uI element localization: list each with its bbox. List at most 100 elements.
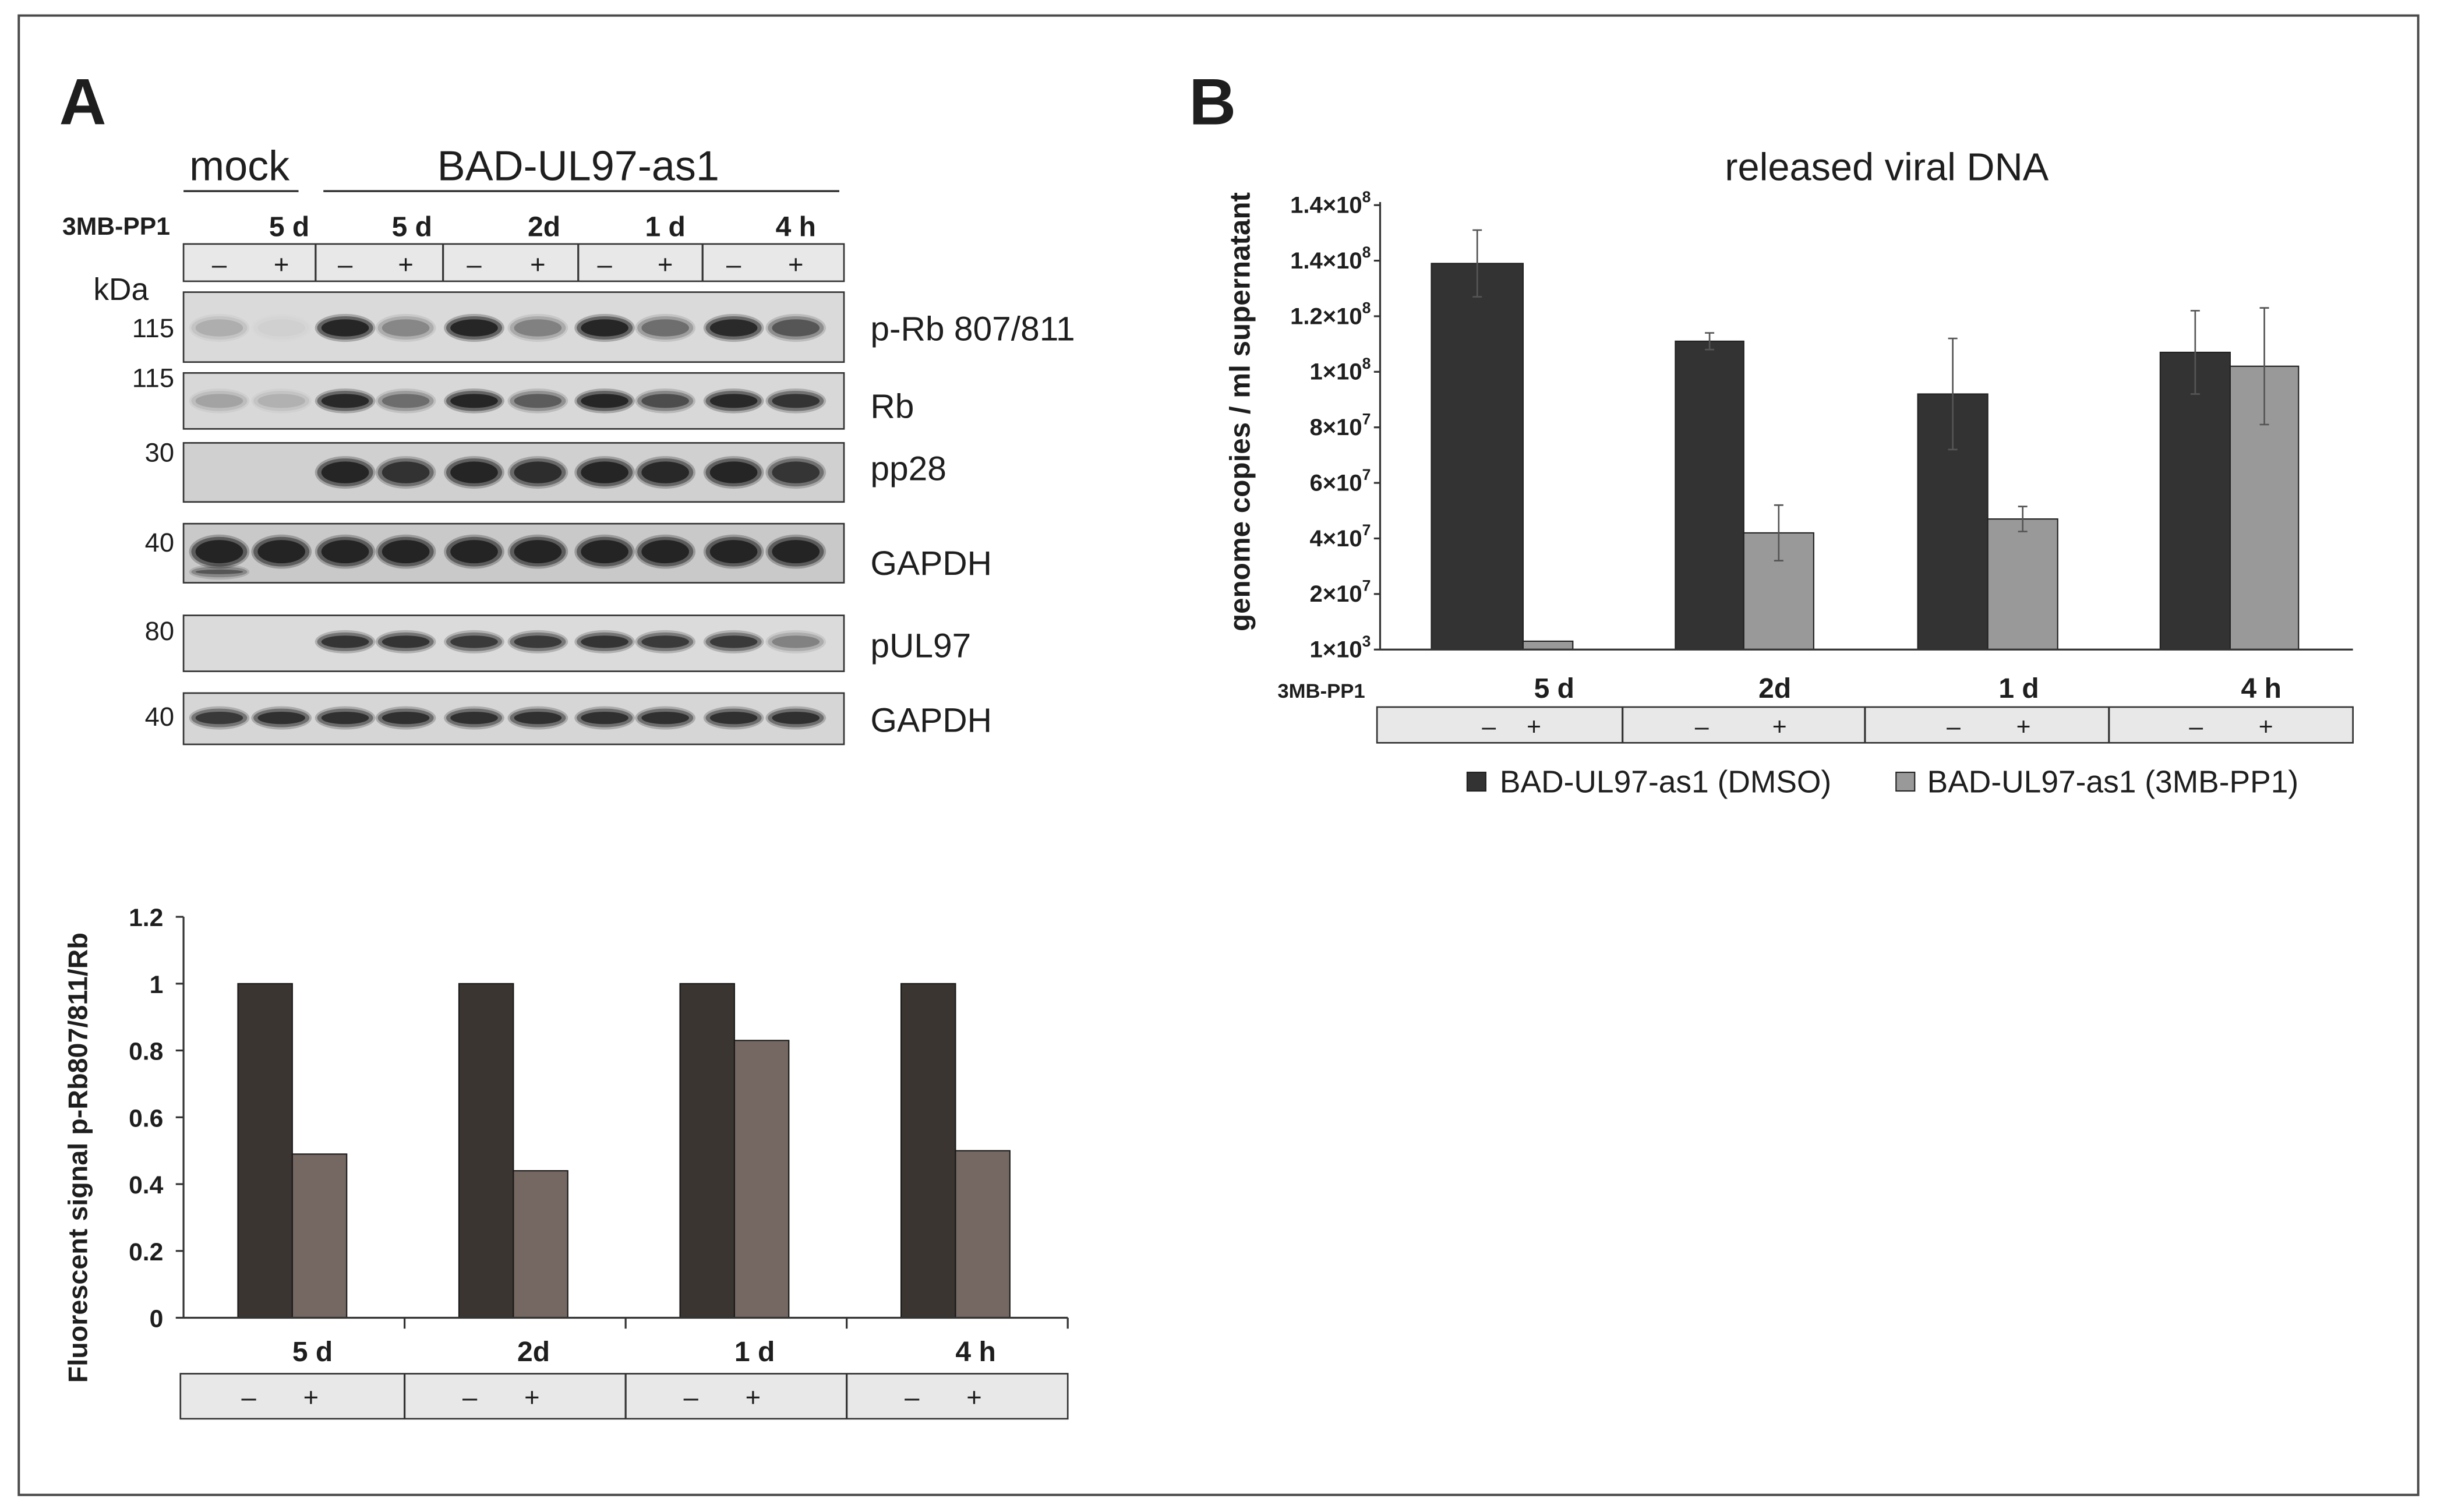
blot-band [444,534,504,569]
protein-label: pp28 [870,450,946,487]
tick-mantissa: 1×10 [1309,359,1362,385]
protein-label: Rb [870,388,914,426]
bar-2d-minus [458,983,514,1319]
tick-exponent: 3 [1362,633,1371,650]
time-label-5: 4 h [776,212,816,243]
error-bar-1-d-dmso [1948,337,1958,451]
sign-1-d-3mb-pp1: + [2016,713,2031,741]
blot-band [574,630,635,653]
blot-4-gapdh: 40 GAPDH [145,522,992,584]
blot-band [251,534,312,569]
bar-5-d-minus [237,983,293,1319]
chart-released-viral-dna: B released viral DNA genome copies / ml … [1189,65,2354,800]
bar-5-d-plus [291,1153,348,1319]
tick-exponent: 8 [1362,243,1371,261]
mock-label: mock [189,143,290,189]
blot-stack: 115 p-Rb 807/811 115 Rb 30 pp28 40 GAPDH 80 pUL97… [132,291,1075,746]
blot-band [574,534,635,569]
blot-2-rb: 115 Rb [132,363,914,430]
error-bar-2d-3mb-pp1 [1774,504,1783,561]
sign-5-d-3mb-pp1: + [1527,713,1541,741]
kda-marker: 80 [145,616,174,646]
sign-4-h-3mb-pp1: + [2259,713,2273,741]
blot-band [253,391,310,411]
blot-band [444,388,504,414]
blot-band [765,388,827,414]
tick-mantissa: 1.4×10 [1290,248,1362,274]
panel-b-label: B [1189,65,1236,138]
tick-mantissa: 8×10 [1309,415,1362,440]
bar-2d-plus [513,1170,568,1319]
treatment-label: 3MB-PP1 [1277,680,1365,702]
time-label-2: 5 d [392,212,432,243]
y-tick-label: 0.8 [129,1038,163,1066]
chart-prb-ratio: Fluorescent signal p-Rb807/811/Rb 0 0.2 0.… [63,904,1069,1420]
y-tick-label: 2×107 [1309,577,1371,607]
tick-exponent: 8 [1362,299,1371,317]
category-label-2d: 2d [1758,673,1791,704]
lane-sign-5: – [467,250,482,280]
lane-sign-4: + [398,250,413,280]
lane-sign-6: + [530,250,545,280]
legend-swatch-dmso [1466,771,1486,792]
blot-band [189,706,250,730]
blot-band [635,534,696,569]
blot-band [375,456,436,489]
category-label-4-h: 4 h [2241,673,2281,704]
y-tick-label: 1.4×108 [1290,188,1371,218]
tick-mantissa: 1.4×10 [1290,193,1362,218]
panel-a-label: A [59,65,107,138]
lane-sign-3: – [338,250,353,280]
sign-4-h-plus: + [966,1383,981,1412]
blot-band [444,456,504,489]
time-label-1: 5 d [269,212,309,243]
protein-label: pUL97 [870,627,971,665]
tick-mantissa: 1×10 [1309,637,1362,663]
blot-band [703,388,764,414]
sign-1-d-minus: – [684,1383,699,1412]
blot-band [315,313,376,342]
sign-2d-minus: – [462,1383,478,1412]
legend-label-3mb-pp1: BAD-UL97-as1 (3MB-PP1) [1927,765,2299,800]
protein-label: p-Rb 807/811 [870,310,1075,348]
y-tick-label: 6×107 [1309,466,1371,496]
protein-label: GAPDH [870,545,992,582]
category-label-5-d: 5 d [292,1337,333,1368]
y-tick-label: 1×108 [1309,355,1371,385]
blot-band [507,630,568,653]
lane-sign-1: – [212,250,227,280]
blot-band [507,388,568,414]
blot-band [765,630,827,653]
sign-2d-dmso: – [1695,713,1709,741]
blot-band [635,388,696,414]
bar-4-h-dmso [2159,351,2231,651]
tick-exponent: 7 [1362,577,1371,595]
blot-header: mock BAD-UL97-as1 3MB-PP1 kDa 5 d 5 d 2d 1 … [62,143,845,307]
blot-band [375,630,436,653]
error-bar-1-d-3mb-pp1 [2018,506,2028,532]
protein-label: GAPDH [870,702,992,740]
blot-band [189,313,250,342]
treatment-label: 3MB-PP1 [62,213,170,241]
y-tick-label: 1.4×108 [1290,243,1371,274]
blot-band [574,706,635,730]
blot-band [315,630,376,653]
lane-sign-2: + [274,250,289,280]
blot-band [765,313,827,342]
blot-band [765,706,827,730]
lane-sign-row [182,243,845,282]
blot-band [703,456,764,489]
legend-label-dmso: BAD-UL97-as1 (DMSO) [1500,765,1831,800]
y-tick-label: 1.2 [129,904,163,932]
kda-marker: 115 [132,363,174,393]
kda-marker: 40 [145,528,174,557]
blot-band [251,706,312,730]
blot-band [703,706,764,730]
chart-title: released viral DNA [1725,146,2049,189]
kda-marker: 115 [132,313,174,343]
bar-2d-dmso [1675,340,1744,651]
y-tick-label: 4×107 [1309,521,1371,552]
error-bar-5-d-dmso [1472,229,1482,298]
